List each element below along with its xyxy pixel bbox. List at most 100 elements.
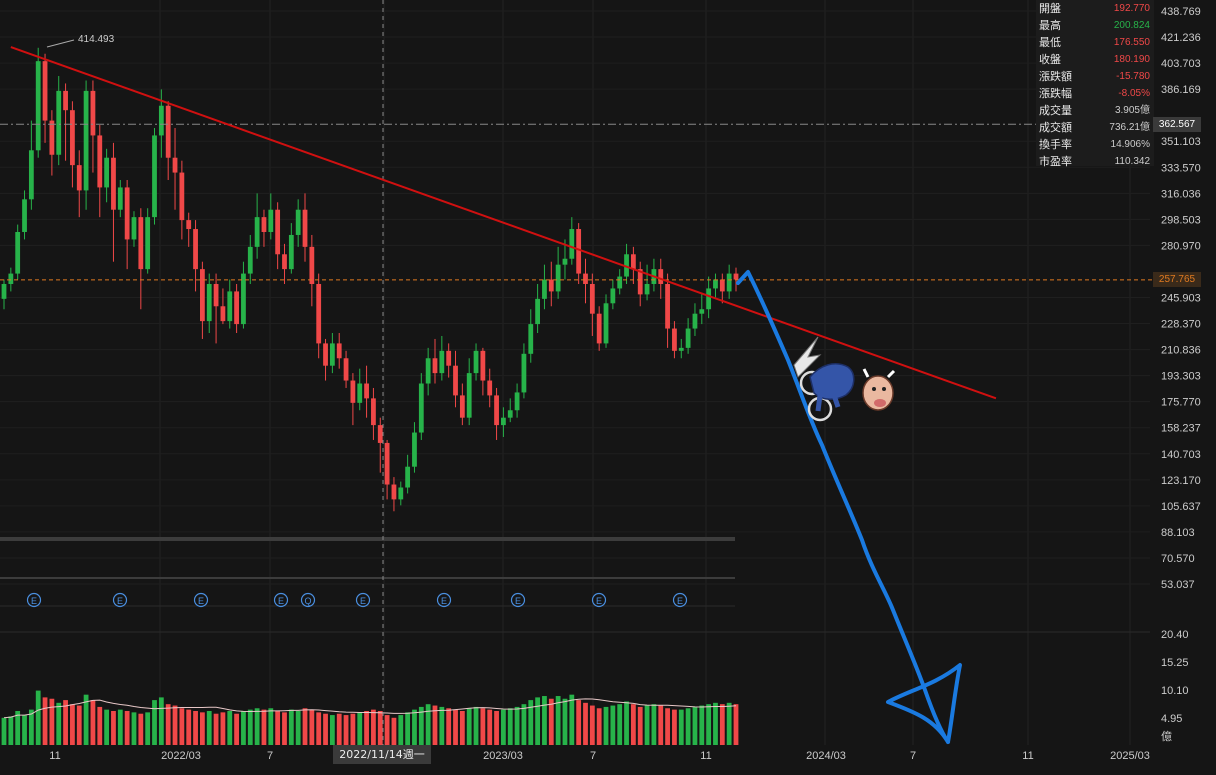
candle-body <box>199 269 205 322</box>
volume-bar <box>507 708 513 745</box>
info-value: 180.190 <box>1113 54 1150 65</box>
volume-bar <box>569 694 575 745</box>
candle-body <box>131 217 137 240</box>
time-axis-label: 2023/03 <box>483 750 523 762</box>
info-label: 漲跌額 <box>1039 70 1072 83</box>
event-marker[interactable]: E <box>355 592 371 608</box>
event-marker[interactable]: E <box>273 592 289 608</box>
candle-body <box>706 288 712 310</box>
candle-body <box>596 313 602 344</box>
candle-body <box>678 347 684 351</box>
info-label: 最低 <box>1039 36 1061 49</box>
candle-body <box>589 283 595 314</box>
candle-body <box>268 209 274 232</box>
info-value: 200.824 <box>1113 20 1150 31</box>
volume-bar <box>83 694 89 745</box>
candle-body <box>391 484 397 500</box>
candle-body <box>117 187 123 210</box>
candle-body <box>418 383 424 433</box>
volume-bar <box>719 704 725 745</box>
volume-bar <box>302 708 308 745</box>
event-marker-circle <box>436 592 452 608</box>
candle-body <box>405 466 411 488</box>
candle-body <box>425 358 431 384</box>
candle-body <box>1 283 7 299</box>
candle-body <box>487 380 493 396</box>
volume-bar <box>521 704 527 745</box>
event-marker-label: E <box>596 596 602 606</box>
candle-body <box>323 343 328 366</box>
candle-body <box>658 269 664 284</box>
event-marker[interactable]: E <box>112 592 128 608</box>
volume-bar <box>206 710 212 745</box>
candle-body <box>617 276 623 289</box>
candle-body <box>76 165 82 191</box>
volume-bar <box>234 713 239 745</box>
candle-body <box>42 61 48 121</box>
candle-body <box>439 350 445 374</box>
price-axis-label: 438.769 <box>1161 6 1201 18</box>
event-marker-label: Q <box>304 596 311 606</box>
candle-body <box>138 217 144 270</box>
descending-trendline[interactable] <box>10 46 997 400</box>
price-axis-label: 210.836 <box>1161 345 1201 357</box>
price-axis-label: 316.036 <box>1161 188 1201 200</box>
event-marker[interactable]: E <box>510 592 526 608</box>
candle-body <box>220 306 226 322</box>
volume-bar <box>364 710 369 745</box>
candle-body <box>234 291 239 325</box>
volume-bar <box>42 697 48 745</box>
candle-body <box>261 217 267 232</box>
event-marker[interactable]: E <box>672 592 688 608</box>
candle-body <box>377 425 383 443</box>
time-axis: 11 2022/03 7 2023/03 7 11 2024/03 7 11 2025/03 <box>49 750 1150 762</box>
event-marker[interactable]: E <box>193 592 209 608</box>
volume-axis-label: 億 <box>1161 730 1172 743</box>
candle-body <box>179 172 185 221</box>
volume-axis: 20.40 15.25 10.10 4.95 億 <box>1161 629 1189 743</box>
candle-body <box>97 135 103 188</box>
volume-bar <box>22 715 27 745</box>
candle-body <box>165 105 171 158</box>
volume-bar <box>487 709 493 745</box>
volume-bar <box>453 709 458 745</box>
candle-body <box>49 120 55 155</box>
candle-body <box>412 432 417 467</box>
volume-bar <box>282 712 287 745</box>
volume-bar <box>446 708 452 745</box>
volume-bar <box>261 709 267 745</box>
volume-bar <box>473 706 479 745</box>
crosshair-date-tag: 2022/11/14週一 <box>333 745 431 764</box>
candle-body <box>282 254 287 270</box>
candle-body <box>610 288 616 304</box>
candle-body <box>90 90 96 136</box>
price-axis-label: 105.637 <box>1161 501 1201 513</box>
volume-bar <box>336 713 342 745</box>
candle-body <box>83 90 89 191</box>
event-marker-label: E <box>677 596 683 606</box>
volume-bar <box>514 706 520 745</box>
candle-body <box>350 380 356 403</box>
event-marker[interactable]: Q <box>300 592 316 608</box>
volume-bar <box>603 706 609 745</box>
volume-bar <box>288 709 294 745</box>
volume-bar <box>152 700 157 745</box>
event-marker[interactable]: E <box>591 592 607 608</box>
event-marker[interactable]: E <box>436 592 452 608</box>
price-axis-label: 175.770 <box>1161 397 1201 409</box>
candle-body <box>28 150 34 200</box>
volume-bar <box>459 710 465 745</box>
candle-body <box>329 343 335 366</box>
candle-body <box>241 273 246 325</box>
info-row: 最高 200.824 <box>1039 17 1150 34</box>
volume-bar <box>49 698 55 745</box>
info-row: 成交量 3.905億 <box>1039 102 1150 119</box>
candle-body <box>206 283 212 322</box>
volume-axis-label: 15.25 <box>1161 657 1189 669</box>
volume-bar <box>726 702 732 745</box>
volume-bar <box>247 709 253 745</box>
event-marker[interactable]: E <box>26 592 42 608</box>
candle-body <box>254 217 260 247</box>
